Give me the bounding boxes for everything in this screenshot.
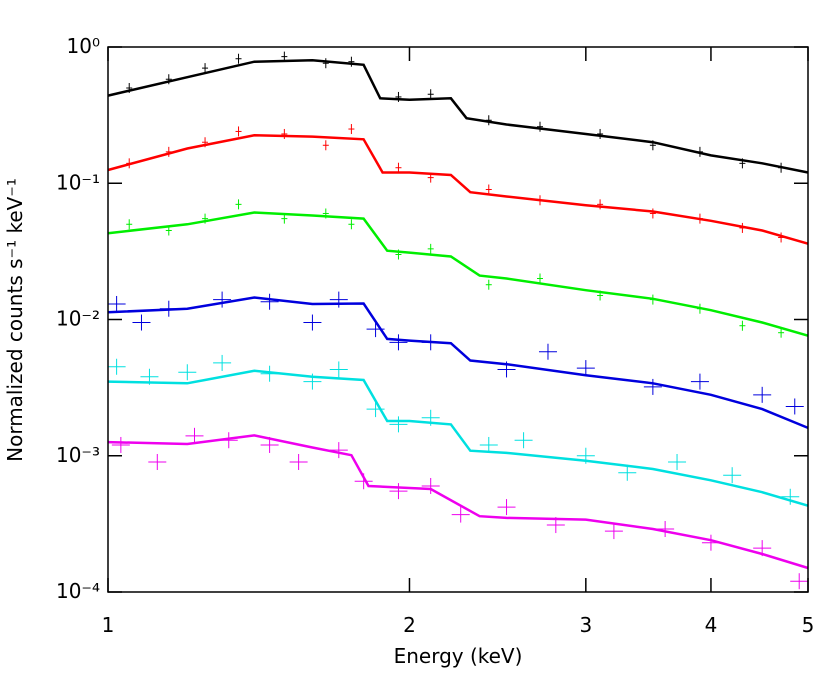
- data-point: [329, 291, 348, 308]
- data-point: [303, 314, 322, 331]
- data-point: [618, 464, 637, 481]
- data-point: [427, 89, 434, 100]
- data-point: [107, 295, 126, 312]
- data-point: [213, 291, 232, 308]
- data-point: [538, 343, 557, 360]
- data-point: [213, 354, 232, 371]
- data-point: [690, 373, 709, 390]
- model-line: [107, 211, 809, 337]
- data-point: [785, 398, 804, 415]
- x-tick-label: 3: [579, 613, 592, 637]
- data-point: [790, 573, 809, 590]
- data-point: [479, 436, 498, 453]
- data-point: [597, 128, 604, 139]
- data-point: [329, 442, 348, 459]
- data-point: [389, 334, 408, 351]
- data-point: [421, 477, 440, 494]
- data-point: [485, 184, 492, 195]
- model-line: [107, 434, 809, 570]
- model-line: [107, 58, 809, 174]
- data-point: [178, 364, 197, 381]
- data-point: [739, 320, 746, 331]
- data-point: [126, 219, 133, 230]
- data-point: [329, 361, 348, 378]
- data-point: [576, 360, 595, 377]
- data-point: [753, 386, 772, 403]
- y-tick-label: 10⁻³: [56, 443, 100, 467]
- data-point: [348, 56, 355, 67]
- data-point: [427, 243, 434, 254]
- data-point: [451, 506, 470, 523]
- data-point: [497, 499, 516, 516]
- data-point: [260, 293, 279, 310]
- data-point: [366, 401, 385, 418]
- x-tick-label: 1: [102, 613, 115, 637]
- data-point: [348, 219, 355, 230]
- y-tick-label: 10⁻⁴: [56, 579, 100, 603]
- x-tick-label: 5: [802, 613, 815, 637]
- data-point: [132, 314, 151, 331]
- model-line: [107, 296, 809, 430]
- data-point: [389, 483, 408, 500]
- data-point: [485, 279, 492, 290]
- model-line: [107, 369, 809, 507]
- model-line: [107, 134, 809, 245]
- y-axis-label: Normalized counts s⁻¹ keV⁻¹: [3, 178, 27, 462]
- data-point: [289, 453, 308, 470]
- data-point: [536, 121, 543, 132]
- data-point: [202, 63, 209, 74]
- data-point: [604, 523, 623, 540]
- x-axis-label: Energy (keV): [394, 644, 523, 668]
- data-point: [395, 162, 402, 173]
- data-point: [389, 416, 408, 433]
- x-tick-label: 2: [403, 613, 416, 637]
- data-point: [322, 140, 329, 151]
- data-point: [781, 488, 800, 505]
- data-point: [778, 327, 785, 338]
- data-point: [536, 273, 543, 284]
- data-point: [649, 208, 656, 219]
- data-point: [723, 467, 742, 484]
- x-tick-label: 4: [705, 613, 718, 637]
- y-tick-label: 10⁰: [67, 34, 100, 58]
- data-point: [148, 453, 167, 470]
- y-tick-label: 10⁻²: [56, 307, 100, 331]
- data-point: [514, 432, 533, 449]
- data-point: [348, 124, 355, 135]
- data-point: [235, 53, 242, 64]
- plot-frame: [107, 46, 809, 593]
- data-point: [107, 358, 126, 375]
- data-point: [281, 128, 288, 139]
- data-point: [235, 126, 242, 137]
- data-point: [643, 378, 662, 395]
- data-point: [235, 199, 242, 210]
- y-tick-label: 10⁻¹: [56, 170, 100, 194]
- data-point: [322, 58, 329, 69]
- data-point: [668, 453, 687, 470]
- data-point: [111, 436, 130, 453]
- data-point: [185, 427, 204, 444]
